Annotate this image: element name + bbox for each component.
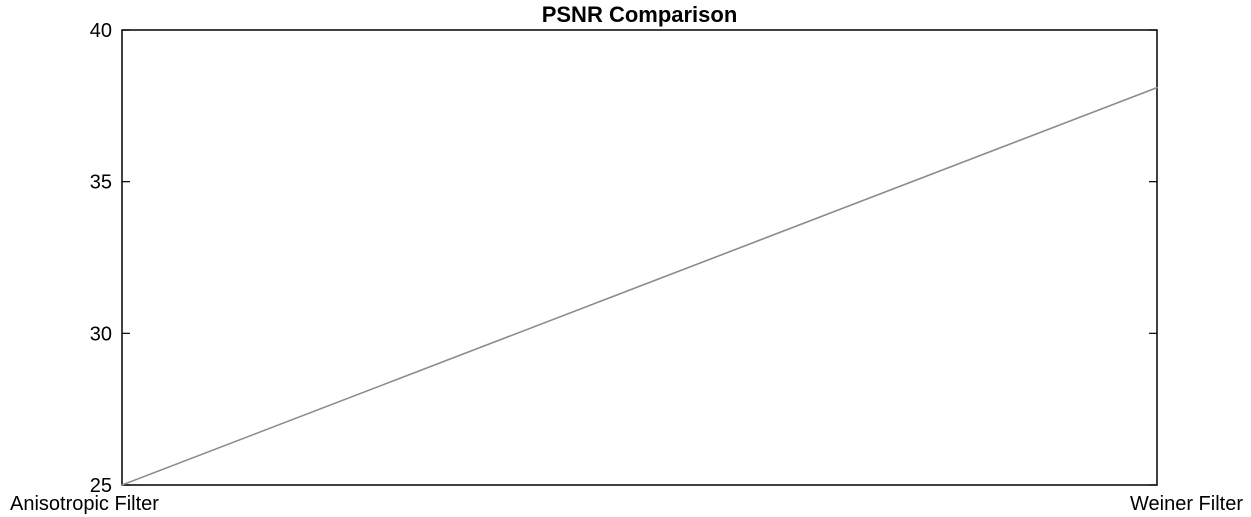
series-layer — [121, 86, 1158, 486]
plot-frame — [121, 29, 1158, 486]
tick-marks — [122, 29, 1157, 486]
series-line-segment — [121, 86, 1158, 486]
y-tick-label: 35 — [90, 172, 112, 194]
tick-labels: 25 30 35 40 Anisotropic Filter Weiner Filter — [10, 20, 1243, 515]
data-point — [1156, 86, 1158, 89]
x-tick-label: Weiner Filter — [1130, 493, 1243, 515]
y-tick-label: 30 — [90, 323, 112, 345]
chart-title: PSNR Comparison — [542, 2, 738, 27]
x-tick-label: Anisotropic Filter — [10, 493, 159, 515]
y-tick-label: 25 — [90, 475, 112, 497]
data-point — [121, 484, 123, 486]
y-tick-label: 40 — [90, 20, 112, 42]
